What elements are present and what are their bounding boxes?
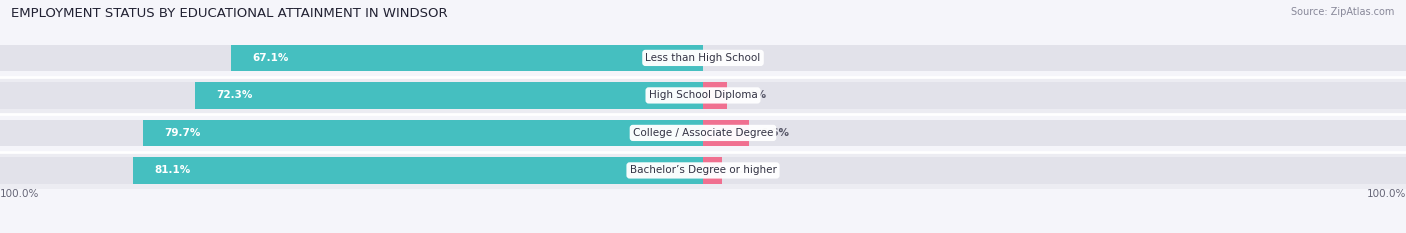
Bar: [0, 82, 703, 109]
Bar: [703, 82, 1406, 109]
Text: 0.0%: 0.0%: [713, 53, 742, 63]
Bar: [703, 82, 727, 109]
Text: EMPLOYMENT STATUS BY EDUCATIONAL ATTAINMENT IN WINDSOR: EMPLOYMENT STATUS BY EDUCATIONAL ATTAINM…: [11, 7, 449, 20]
Text: 67.1%: 67.1%: [253, 53, 288, 63]
Bar: [0, 157, 703, 184]
Bar: [0, 39, 1406, 77]
Bar: [703, 120, 749, 146]
Text: Source: ZipAtlas.com: Source: ZipAtlas.com: [1291, 7, 1395, 17]
Bar: [703, 157, 1406, 184]
Bar: [0, 45, 703, 71]
Bar: [232, 45, 703, 71]
Text: 3.4%: 3.4%: [738, 90, 766, 100]
Text: 6.6%: 6.6%: [759, 128, 789, 138]
Bar: [0, 114, 1406, 152]
Bar: [134, 157, 703, 184]
Text: College / Associate Degree: College / Associate Degree: [633, 128, 773, 138]
Text: 100.0%: 100.0%: [0, 189, 39, 199]
Bar: [703, 45, 1406, 71]
Bar: [142, 120, 703, 146]
Bar: [703, 120, 1406, 146]
Text: Less than High School: Less than High School: [645, 53, 761, 63]
Bar: [0, 152, 1406, 189]
Text: High School Diploma: High School Diploma: [648, 90, 758, 100]
Bar: [0, 120, 703, 146]
Bar: [703, 157, 723, 184]
Text: 72.3%: 72.3%: [217, 90, 252, 100]
Text: 81.1%: 81.1%: [155, 165, 190, 175]
Bar: [0, 77, 1406, 114]
Text: 79.7%: 79.7%: [163, 128, 200, 138]
Text: Bachelor’s Degree or higher: Bachelor’s Degree or higher: [630, 165, 776, 175]
Text: 2.7%: 2.7%: [733, 165, 762, 175]
Text: 100.0%: 100.0%: [1367, 189, 1406, 199]
Bar: [194, 82, 703, 109]
